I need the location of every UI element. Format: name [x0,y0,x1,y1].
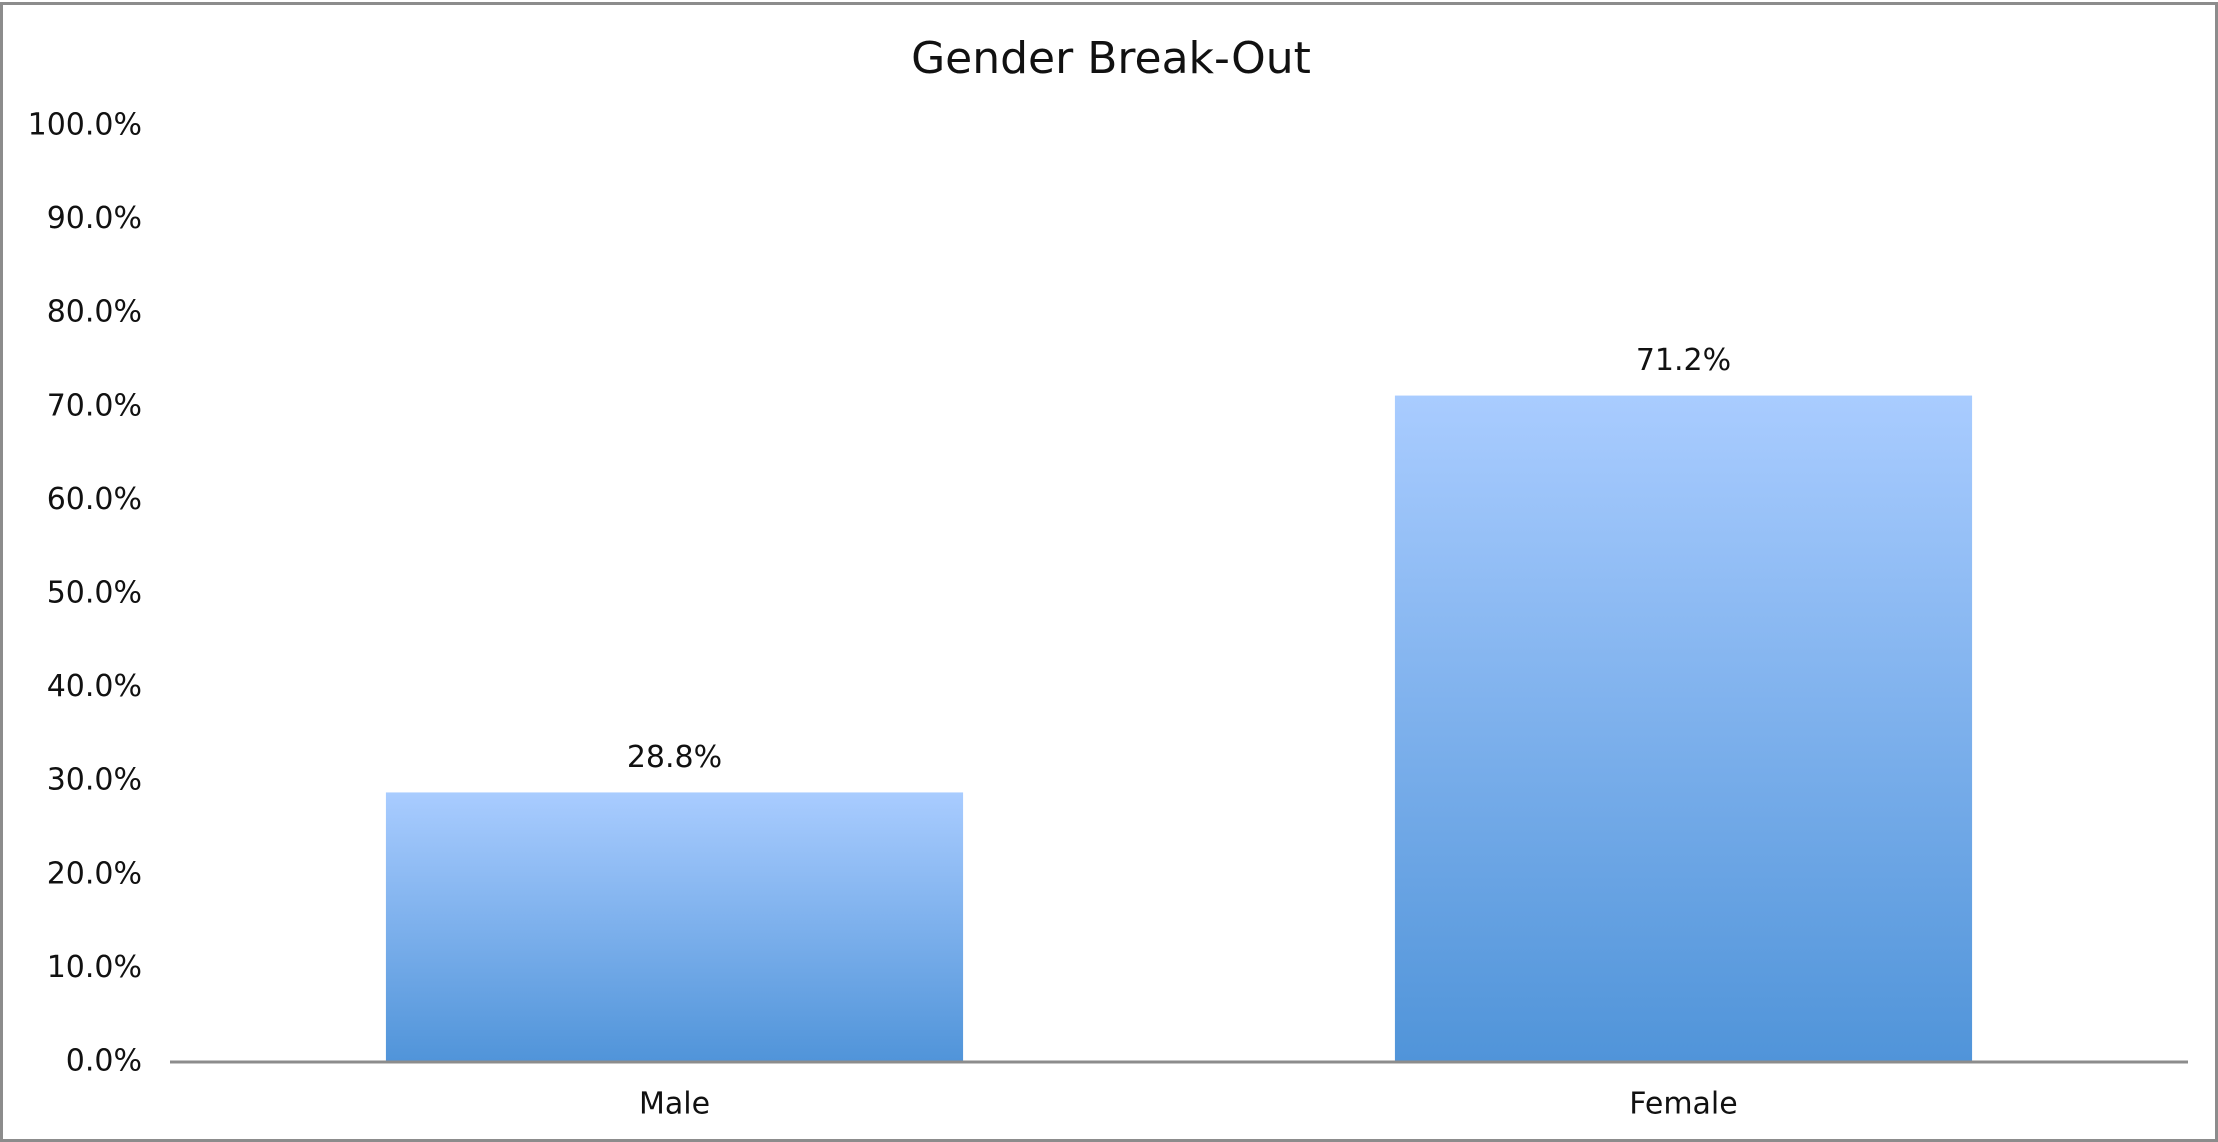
y-tick-label: 0.0% [66,1044,142,1079]
y-tick-label: 20.0% [47,856,142,891]
chart-title: Gender Break-Out [911,33,1311,84]
y-tick-label: 50.0% [47,576,142,611]
x-tick-label: Female [1629,1087,1737,1122]
y-tick-label: 30.0% [47,763,142,798]
bar [385,792,964,1062]
y-tick-label: 80.0% [47,295,142,330]
y-tick-label: 60.0% [47,482,142,517]
y-tick-label: 90.0% [47,201,142,236]
y-tick-label: 100.0% [28,108,142,143]
y-tick-label: 10.0% [47,950,142,985]
data-label: 71.2% [1636,343,1731,378]
data-label: 28.8% [627,740,722,775]
x-tick-label: Male [639,1087,710,1122]
y-tick-label: 40.0% [47,669,142,704]
y-tick-label: 70.0% [47,388,142,423]
bar [1394,395,1973,1062]
